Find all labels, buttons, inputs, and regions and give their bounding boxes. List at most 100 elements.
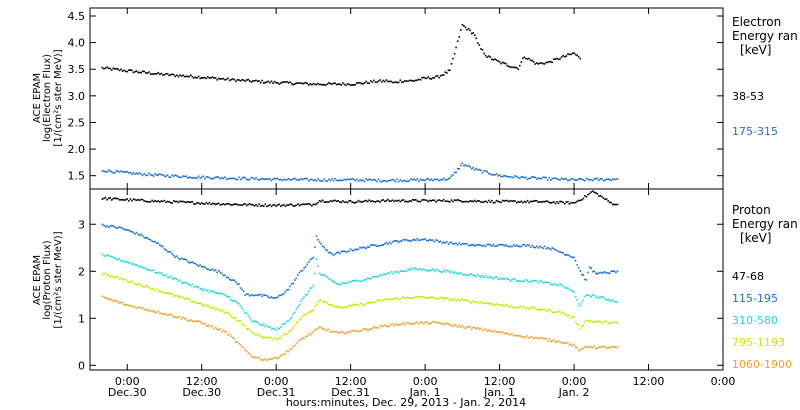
data-point xyxy=(275,82,277,84)
data-point xyxy=(607,322,609,325)
data-point xyxy=(135,307,138,310)
data-point xyxy=(141,70,144,73)
data-point xyxy=(519,334,521,337)
data-point xyxy=(505,244,507,246)
data-point xyxy=(256,205,259,207)
data-point xyxy=(190,74,192,76)
data-point xyxy=(590,346,592,348)
data-point xyxy=(602,197,605,199)
data-point xyxy=(318,299,321,302)
data-point xyxy=(218,77,220,80)
data-point xyxy=(564,55,566,58)
data-point xyxy=(280,294,282,297)
data-point xyxy=(219,271,222,274)
data-point xyxy=(506,278,509,281)
data-point xyxy=(335,251,338,254)
data-point xyxy=(463,274,465,276)
data-point xyxy=(204,203,206,205)
data-point xyxy=(180,200,183,203)
data-point xyxy=(436,268,439,271)
data-point xyxy=(554,202,557,205)
data-point xyxy=(385,273,388,276)
data-point xyxy=(371,200,374,202)
data-point xyxy=(390,298,392,300)
data-point xyxy=(242,323,245,325)
data-point xyxy=(303,337,305,340)
data-point xyxy=(602,179,605,182)
data-point xyxy=(568,179,571,181)
data-point xyxy=(404,80,406,82)
data-point xyxy=(177,176,180,178)
data-point xyxy=(407,240,409,242)
data-point xyxy=(559,311,561,313)
data-point xyxy=(171,277,173,280)
data-point xyxy=(436,75,439,77)
data-point xyxy=(211,306,214,309)
data-point xyxy=(314,305,316,308)
data-point xyxy=(351,304,353,307)
data-point xyxy=(467,326,470,328)
data-point xyxy=(123,228,125,230)
data-point xyxy=(259,324,262,326)
data-point xyxy=(588,192,591,195)
data-point xyxy=(489,173,492,175)
data-point xyxy=(525,176,527,179)
data-point xyxy=(429,239,431,241)
data-point xyxy=(155,200,158,203)
data-point xyxy=(331,304,333,306)
data-point xyxy=(593,270,595,272)
data-point xyxy=(550,61,552,63)
data-point xyxy=(276,82,279,84)
data-point xyxy=(362,304,364,307)
data-point xyxy=(418,323,420,325)
data-point xyxy=(227,202,229,205)
data-point xyxy=(346,282,349,284)
data-point xyxy=(188,283,191,286)
data-point xyxy=(135,264,138,266)
x-axis-title: hours:minutes, Dec. 29, 2013 - Jan. 2, 2… xyxy=(286,396,526,409)
electron-ylabel-line1: ACE EPAM xyxy=(32,73,43,123)
data-point xyxy=(154,173,156,175)
data-point xyxy=(165,72,167,75)
data-point xyxy=(210,203,212,206)
data-point xyxy=(349,281,352,284)
data-point xyxy=(505,304,507,306)
data-point xyxy=(120,199,122,201)
data-point xyxy=(506,199,509,202)
data-point xyxy=(601,195,603,198)
proton-legend-energy: Energy ran xyxy=(732,217,798,231)
data-point xyxy=(208,305,211,308)
data-point xyxy=(213,307,215,309)
data-point xyxy=(280,205,282,208)
data-point xyxy=(118,302,121,305)
data-point xyxy=(245,350,248,352)
data-point xyxy=(205,77,208,80)
data-point xyxy=(185,201,187,204)
data-point xyxy=(387,325,389,328)
data-point xyxy=(574,201,577,204)
data-point xyxy=(481,49,484,51)
data-point xyxy=(483,201,485,203)
data-point xyxy=(449,324,451,326)
data-point xyxy=(165,175,167,178)
data-point xyxy=(373,276,375,278)
data-point xyxy=(264,358,267,360)
data-point xyxy=(281,293,284,296)
data-point xyxy=(346,178,349,181)
proton-legend: Proton Energy ran [keV] 47-68 115-195 31… xyxy=(732,203,798,371)
data-point xyxy=(453,271,456,273)
data-point xyxy=(221,272,223,275)
data-point xyxy=(393,240,395,242)
data-point xyxy=(269,336,271,339)
data-point xyxy=(146,269,149,271)
data-point xyxy=(455,199,457,202)
data-point xyxy=(117,197,119,200)
data-point xyxy=(345,332,347,335)
data-point xyxy=(508,175,510,178)
data-point xyxy=(520,305,523,308)
data-point xyxy=(235,300,237,303)
data-point xyxy=(276,327,279,329)
data-point xyxy=(497,244,499,247)
data-point xyxy=(145,174,147,177)
data-point xyxy=(135,199,138,201)
